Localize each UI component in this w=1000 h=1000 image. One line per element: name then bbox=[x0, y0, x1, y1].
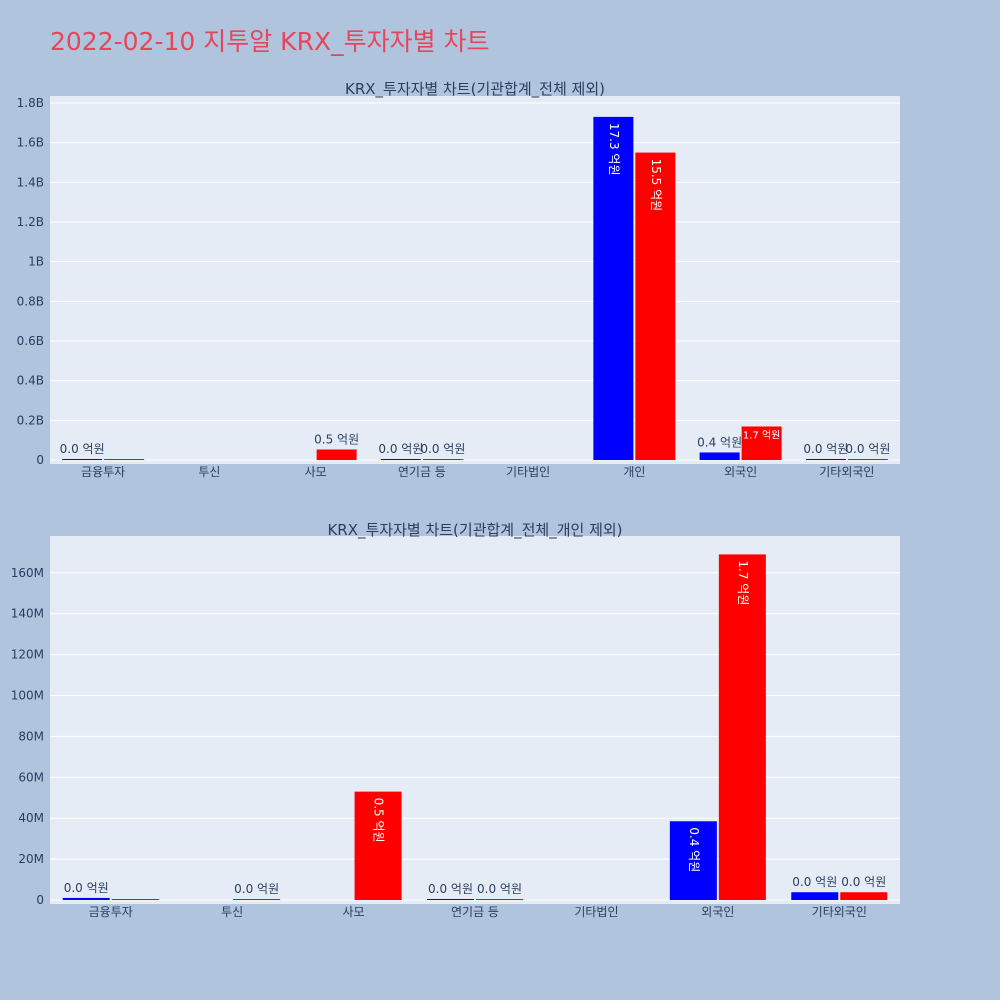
data-label: 0.0 억원 bbox=[428, 882, 473, 896]
y-tick-label: 60M bbox=[18, 770, 44, 784]
y-tick-label: 0 bbox=[36, 893, 44, 907]
data-label: 0.0 억원 bbox=[803, 442, 848, 456]
bar bbox=[233, 899, 281, 900]
x-tick-label: 연기금 등 bbox=[398, 465, 446, 479]
x-tick-label: 기타외국인 bbox=[812, 905, 867, 919]
chart-top: KRX_투자자별 차트(기관합계_전체 제외) 0 0.2B 0.4B 0.6B 0.8B… bbox=[17, 80, 900, 479]
bar bbox=[380, 459, 421, 460]
bar bbox=[62, 459, 103, 460]
x-tick-label: 기타외국인 bbox=[819, 465, 874, 479]
chart-title: KRX_투자자별 차트(기관합계_전체_개인 제외) bbox=[327, 521, 622, 540]
x-tick-label: 금융투자 bbox=[81, 465, 125, 479]
bar bbox=[791, 892, 839, 900]
x-tick-label: 투신 bbox=[221, 905, 243, 919]
data-label: 15.5 억원 bbox=[649, 159, 663, 212]
y-tick-label: 0 bbox=[36, 453, 44, 467]
x-tick-label: 연기금 등 bbox=[451, 905, 499, 919]
bar bbox=[699, 452, 740, 460]
data-label: 1.7 억원 bbox=[743, 429, 780, 441]
x-tick-label: 기타법인 bbox=[506, 465, 550, 479]
y-tick-label: 140M bbox=[11, 607, 44, 621]
data-label: 0.0 억원 bbox=[64, 881, 109, 895]
data-label: 0.0 억원 bbox=[378, 442, 423, 456]
y-tick-label: 1.6B bbox=[17, 136, 44, 150]
chart-title: KRX_투자자별 차트(기관합계_전체 제외) bbox=[345, 80, 605, 99]
x-tick-label: 외국인 bbox=[724, 465, 757, 479]
bar bbox=[635, 152, 676, 461]
y-tick-label: 80M bbox=[18, 729, 44, 743]
bar bbox=[104, 459, 145, 460]
y-tick-label: 120M bbox=[11, 648, 44, 662]
bar bbox=[354, 791, 402, 900]
y-tick-label: 0.6B bbox=[17, 334, 44, 348]
bar bbox=[62, 897, 110, 900]
data-label: 0.0 억원 bbox=[234, 882, 279, 896]
data-label: 0.4 억원 bbox=[687, 827, 701, 872]
y-tick-label: 1.4B bbox=[17, 175, 44, 189]
bar bbox=[805, 459, 846, 460]
y-tick-label: 0.8B bbox=[17, 294, 44, 308]
x-tick-label: 사모 bbox=[305, 465, 327, 479]
data-label: 0.4 억원 bbox=[697, 435, 742, 449]
data-label: 0.5 억원 bbox=[314, 432, 359, 446]
x-tick-label: 외국인 bbox=[701, 905, 734, 919]
chart-bottom: KRX_투자자별 차트(기관합계_전체_개인 제외) 0 20M 40M 60M 80M 1… bbox=[11, 521, 900, 919]
bar bbox=[669, 821, 717, 900]
y-tick-label: 40M bbox=[18, 811, 44, 825]
data-label: 0.0 억원 bbox=[60, 442, 105, 456]
bar bbox=[427, 899, 474, 900]
bar bbox=[422, 459, 463, 460]
y-tick-label: 100M bbox=[11, 689, 44, 703]
x-tick-label: 개인 bbox=[623, 465, 645, 479]
data-label: 17.3 억원 bbox=[607, 123, 621, 176]
bar bbox=[111, 899, 159, 900]
y-tick-label: 0.4B bbox=[17, 374, 44, 388]
data-label: 1.7 억원 bbox=[736, 560, 750, 605]
bar bbox=[741, 426, 782, 460]
bar bbox=[840, 892, 888, 900]
bar bbox=[593, 116, 634, 460]
y-tick-label: 20M bbox=[18, 852, 44, 866]
y-tick-label: 1B bbox=[28, 255, 44, 269]
bar bbox=[847, 459, 888, 460]
x-tick-label: 투신 bbox=[198, 465, 220, 479]
page-title: 2022-02-10 지투알 KRX_투자자별 차트 bbox=[50, 27, 490, 56]
x-tick-label: 사모 bbox=[343, 905, 365, 919]
data-label: 0.0 억원 bbox=[477, 882, 522, 896]
data-label: 0.5 억원 bbox=[372, 798, 386, 843]
data-label: 0.0 억원 bbox=[792, 875, 837, 889]
y-tick-label: 0.2B bbox=[17, 413, 44, 427]
bar bbox=[316, 449, 357, 460]
x-tick-label: 기타법인 bbox=[574, 905, 618, 919]
bar bbox=[718, 554, 766, 900]
data-label: 0.0 억원 bbox=[420, 442, 465, 456]
x-tick-label: 금융투자 bbox=[89, 905, 133, 919]
y-tick-label: 1.2B bbox=[17, 215, 44, 229]
plot-area bbox=[50, 536, 900, 904]
data-label: 0.0 억원 bbox=[845, 442, 890, 456]
plot-area bbox=[50, 96, 900, 464]
data-label: 0.0 억원 bbox=[841, 875, 886, 889]
bar bbox=[476, 899, 523, 900]
y-tick-label: 1.8B bbox=[17, 96, 44, 110]
y-tick-label: 160M bbox=[11, 566, 44, 580]
